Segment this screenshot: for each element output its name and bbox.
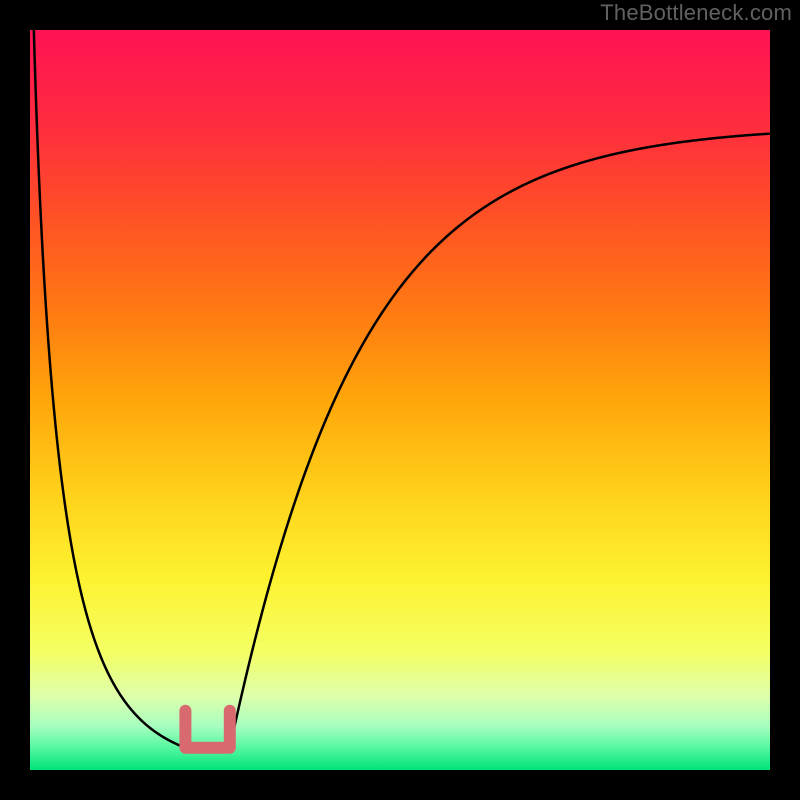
curve-layer	[30, 30, 770, 770]
watermark-text: TheBottleneck.com	[600, 0, 792, 26]
curve-left-branch	[30, 30, 185, 748]
curve-right-branch	[230, 134, 770, 748]
chart-container: TheBottleneck.com	[0, 0, 800, 800]
min-marker	[185, 711, 229, 748]
plot-area	[30, 30, 770, 770]
